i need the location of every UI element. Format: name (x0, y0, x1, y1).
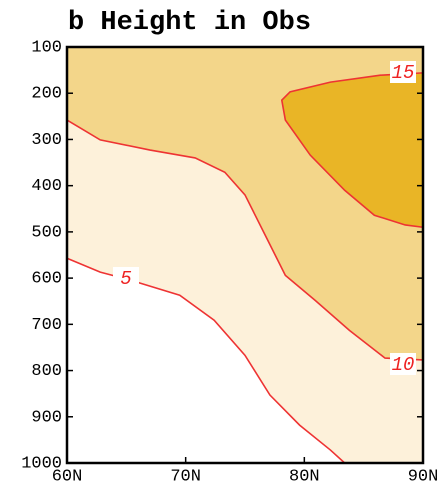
y-tick-label: 600 (31, 270, 62, 289)
contour-line (280, 72, 424, 229)
plot-frame (65, 45, 425, 465)
contour-fill (281, 72, 423, 228)
y-tick-label: 800 (31, 362, 62, 381)
y-tick-label: 400 (31, 177, 62, 196)
chart-title: b Height in Obs (68, 8, 311, 38)
contour-label: 10 (392, 354, 415, 376)
contour-label-bg (390, 61, 416, 83)
x-tick-label: 60N (52, 467, 83, 486)
y-tick-label: 300 (31, 131, 62, 150)
contour-label: 5 (120, 268, 131, 290)
contour-line (66, 119, 424, 361)
contour-label-bg (390, 353, 416, 375)
contour-label-bg (113, 267, 139, 289)
y-tick-label: 900 (31, 408, 62, 427)
y-tick-label: 1000 (21, 454, 62, 473)
x-tick-label: 80N (289, 467, 320, 486)
y-tick-label: 100 (31, 38, 62, 57)
x-tick-label: 70N (170, 467, 201, 486)
y-tick-label: 700 (31, 316, 62, 335)
y-tick-label: 500 (31, 223, 62, 242)
contour-label: 15 (392, 62, 415, 84)
y-tick-label: 200 (31, 85, 62, 104)
x-tick-label: 90N (408, 467, 439, 486)
